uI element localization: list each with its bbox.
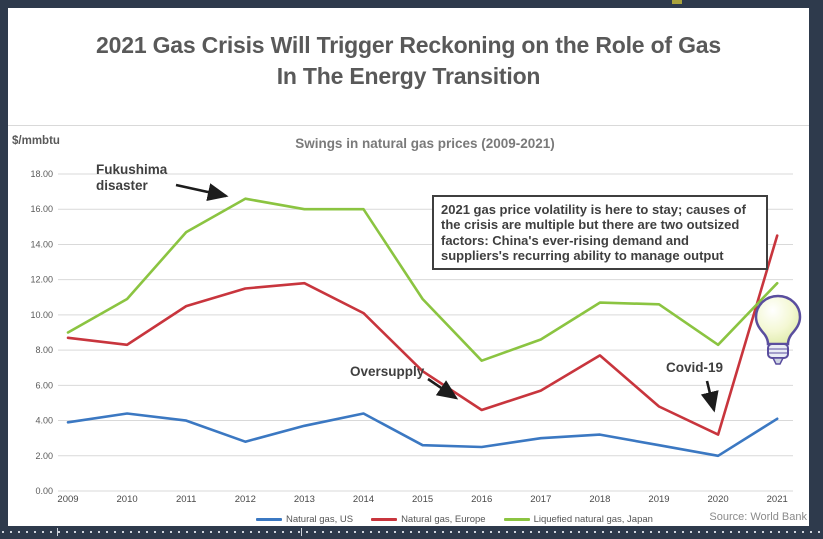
legend-item: Natural gas, US [256,514,353,525]
annotation-fukushima: Fukushima disaster [96,162,168,194]
chart-title: Swings in natural gas prices (2009-2021) [295,136,555,151]
frame-accent-tick [672,0,682,4]
x-tick-label: 2018 [589,494,610,505]
y-tick-label: 8.00 [35,345,53,355]
x-tick-label: 2012 [235,494,256,505]
legend-label: Liquefied natural gas, Japan [533,514,653,525]
y-axis-unit-label: $/mmbtu [12,135,60,147]
lightbulb-icon [754,294,802,365]
source-credit: Source: World Bank [709,511,807,523]
x-tick-label: 2016 [471,494,492,505]
chart-legend: Natural gas, US Natural gas, Europe Liquef… [256,514,653,525]
x-tick-label: 2010 [117,494,138,505]
y-tick-label: 2.00 [35,451,53,461]
fukushima-arrow [175,183,229,201]
legend-label: Natural gas, Europe [401,514,486,525]
slide: 2021 Gas Crisis Will Trigger Reckoning o… [8,8,809,526]
series-line-natural-gas-europe [66,234,779,436]
page-title-line1: 2021 Gas Crisis Will Trigger Reckoning o… [96,32,721,58]
legend-item: Natural gas, Europe [371,514,486,525]
annotation-oversupply: Oversupply [350,364,425,379]
x-tick-label: 2009 [57,494,78,505]
y-tick-label: 12.00 [30,275,53,285]
ruler-tick [57,528,58,536]
callout-textbox: 2021 gas price volatility is here to sta… [432,195,768,271]
covid-arrow [700,380,719,413]
y-tick-label: 14.00 [30,239,53,249]
bottom-dotted-border [2,531,821,533]
x-tick-label: 2013 [294,494,315,505]
line-chart: 0.00 2.00 4.00 6.00 8.00 10.00 12.00 14.00 16.00… [30,169,793,505]
legend-swatch [371,518,398,521]
x-tick-label: 2021 [767,494,788,505]
legend-swatch [256,518,282,521]
y-tick-label: 6.00 [35,380,53,390]
x-tick-label: 2019 [648,494,669,505]
y-tick-label: 10.00 [30,310,53,320]
y-tick-label: 0.00 [35,486,53,496]
oversupply-arrow [427,377,459,400]
y-tick-label: 4.00 [35,416,53,426]
title-divider [8,125,809,126]
y-tick-label: 16.00 [30,204,53,214]
y-tick-label: 18.00 [30,169,53,179]
page-title: 2021 Gas Crisis Will Trigger Reckoning o… [8,30,809,92]
x-tick-label: 2017 [530,494,551,505]
legend-item: Liquefied natural gas, Japan [503,514,653,525]
x-tick-label: 2020 [708,494,729,505]
series-line-liquefied-natural-gas-japan [66,197,779,363]
x-tick-label: 2014 [353,494,374,505]
x-tick-label: 2015 [412,494,433,505]
ruler-tick [301,528,302,536]
annotation-covid: Covid-19 [666,360,724,375]
series-line-natural-gas-us [66,412,779,458]
legend-swatch [503,518,530,521]
page-title-line2: In The Energy Transition [276,63,541,90]
x-tick-label: 2011 [176,494,196,505]
legend-label: Natural gas, US [286,514,354,525]
